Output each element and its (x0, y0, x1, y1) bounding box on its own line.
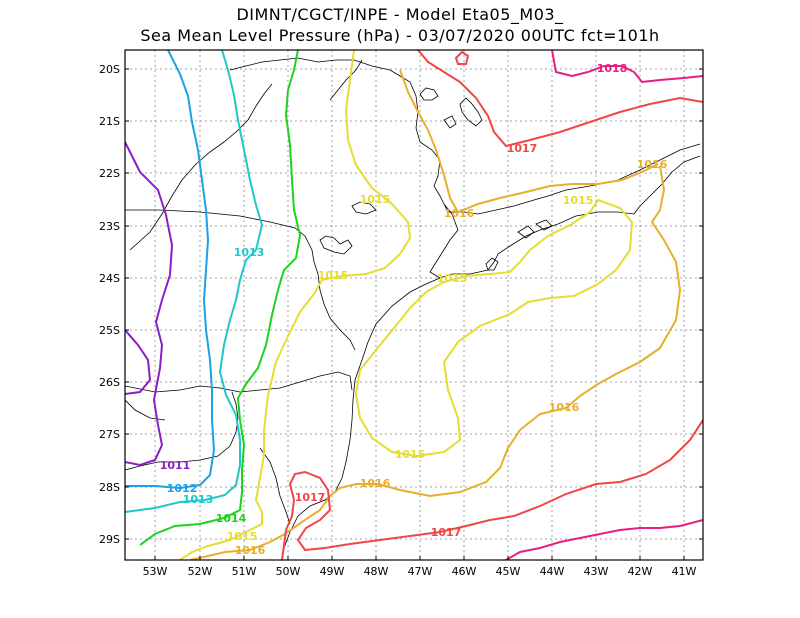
isobar-1015-a (179, 50, 412, 560)
contour-label-1016-b: 1016 (637, 158, 668, 171)
contour-label-1016-e: 1016 (235, 544, 266, 557)
isobar-1016-north (399, 69, 659, 214)
isobar-1011 (125, 141, 174, 467)
contour-label-1013-a: 1013 (234, 246, 265, 259)
map-frame (124, 49, 704, 561)
isobar-1016-south (189, 165, 682, 560)
contour-label-1017-c: 1017 (431, 526, 462, 539)
lat-label-21s: 21S (99, 115, 120, 128)
contour-label-1015-d: 1015 (563, 194, 594, 207)
lon-label-46w: 46W (452, 565, 477, 578)
contour-label-1016-a: 1016 (444, 207, 475, 220)
lat-label-25s: 25S (99, 324, 120, 337)
contour-label-1015-c: 1015 (437, 272, 468, 285)
lon-label-45w: 45W (496, 565, 521, 578)
isobar-1018-north (551, 50, 703, 84)
isobar-1018-south (505, 519, 703, 560)
contour-label-1011: 1011 (160, 459, 191, 472)
lon-label-44w: 44W (540, 565, 565, 578)
contour-label-1015-b: 1015 (318, 269, 349, 282)
lat-label-20s: 20S (99, 63, 120, 76)
isobar-1015-b (354, 198, 634, 458)
axis-ticks (125, 68, 703, 560)
coastline-borders (125, 57, 701, 560)
lon-label-53w: 53W (143, 565, 168, 578)
isobar-1012 (125, 50, 216, 490)
lon-label-48w: 48W (364, 565, 389, 578)
isobar-1017-loop (454, 50, 470, 65)
lat-label-24s: 24S (99, 272, 120, 285)
map-title-line2: Sea Mean Level Pressure (hPa) - 03/07/20… (140, 26, 660, 45)
contour-label-1017-a: 1017 (507, 142, 538, 155)
contour-label-1015-f: 1015 (227, 530, 258, 543)
lon-label-41w: 41W (672, 565, 697, 578)
contour-label-1015-a: 1015 (360, 193, 391, 206)
isobar-1017-south (281, 419, 703, 560)
contour-label-1017-b: 1017 (295, 491, 326, 504)
lat-label-23s: 23S (99, 220, 120, 233)
lat-label-22s: 22S (99, 167, 120, 180)
isobar-1014 (139, 50, 302, 546)
contour-label-1013-b: 1013 (183, 493, 214, 506)
isobar-1011-west (125, 329, 152, 395)
lat-label-29s: 29S (99, 533, 120, 546)
contour-label-1016-c: 1016 (549, 401, 580, 414)
contour-label-1014: 1014 (216, 512, 247, 525)
contour-label-1012: 1012 (167, 482, 198, 495)
lat-label-28s: 28S (99, 481, 120, 494)
map-title-line1: DIMNT/CGCT/INPE - Model Eta05_M03_ (236, 5, 564, 24)
isobar-1017-north (417, 50, 703, 148)
lat-label-27s: 27S (99, 428, 120, 441)
lat-label-26s: 26S (99, 376, 120, 389)
contour-label-1018: 1018 (597, 62, 628, 75)
isobars (125, 50, 703, 560)
contour-label-1015-e: 1015 (395, 448, 426, 461)
lon-label-52w: 52W (188, 565, 213, 578)
lon-label-43w: 43W (584, 565, 609, 578)
contour-label-1016-d: 1016 (360, 477, 391, 490)
isobar-1013 (125, 50, 264, 513)
lon-label-51w: 51W (232, 565, 257, 578)
lon-label-47w: 47W (408, 565, 433, 578)
lon-label-42w: 42W (628, 565, 653, 578)
lon-label-49w: 49W (320, 565, 345, 578)
lon-label-50w: 50W (276, 565, 301, 578)
